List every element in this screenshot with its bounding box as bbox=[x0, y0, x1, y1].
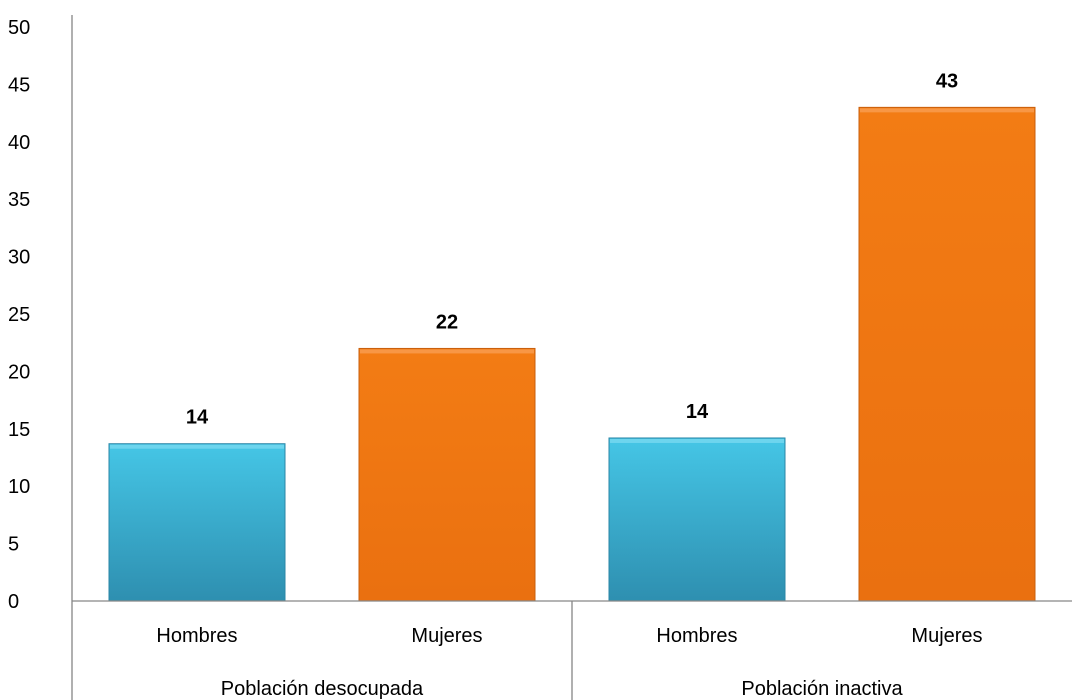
x-category-label: Mujeres bbox=[411, 625, 482, 647]
bar-0-1 bbox=[358, 347, 536, 602]
bar-1-1 bbox=[858, 106, 1036, 602]
y-tick-label: 45 bbox=[8, 74, 30, 96]
x-category-label: Hombres bbox=[656, 625, 737, 647]
data-label: 22 bbox=[436, 311, 458, 333]
x-group-label: Población inactiva bbox=[741, 678, 903, 700]
y-tick-label: 30 bbox=[8, 247, 30, 269]
y-tick-label: 5 bbox=[8, 534, 19, 556]
bar-highlight bbox=[110, 444, 284, 449]
data-label: 14 bbox=[186, 407, 209, 429]
y-tick-label: 50 bbox=[8, 17, 30, 39]
data-label: 14 bbox=[686, 401, 709, 423]
y-axis: 0 5 10 15 20 25 30 35 40 45 50 bbox=[8, 15, 73, 700]
y-tick-label: 10 bbox=[8, 476, 30, 498]
bar-highlight bbox=[860, 108, 1034, 113]
y-tick-label: 25 bbox=[8, 304, 30, 326]
bar-highlight bbox=[360, 349, 534, 354]
y-tick-label: 40 bbox=[8, 132, 30, 154]
bar-1-0 bbox=[608, 437, 786, 602]
data-labels: 14 22 14 43 bbox=[186, 70, 958, 428]
bars bbox=[108, 106, 1036, 602]
x-axis: Hombres Mujeres Población desocupada Hombre… bbox=[72, 600, 1072, 700]
y-tick-label: 15 bbox=[8, 419, 30, 441]
y-tick-label: 20 bbox=[8, 361, 30, 383]
x-category-label: Mujeres bbox=[911, 625, 982, 647]
y-tick-label: 0 bbox=[8, 591, 19, 613]
y-tick-label: 35 bbox=[8, 189, 30, 211]
bar-0-0 bbox=[108, 443, 286, 602]
x-category-label: Hombres bbox=[156, 625, 237, 647]
data-label: 43 bbox=[936, 70, 958, 92]
x-group-label: Población desocupada bbox=[221, 678, 424, 700]
bar-highlight bbox=[610, 438, 784, 443]
